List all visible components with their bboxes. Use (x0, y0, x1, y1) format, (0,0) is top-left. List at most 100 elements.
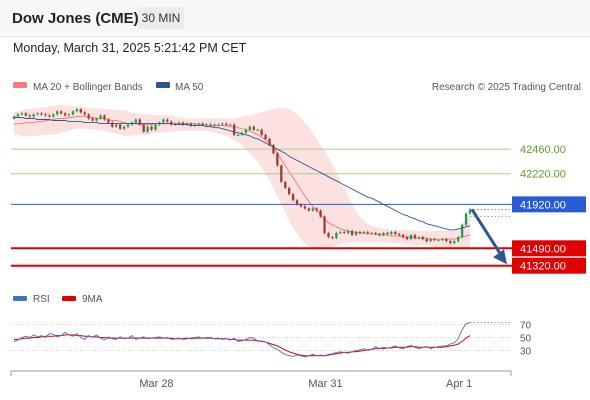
candle-body (154, 124, 157, 130)
candle-body (248, 126, 252, 130)
candle-body (315, 208, 318, 211)
candle-body (193, 124, 196, 126)
candle-body (378, 234, 381, 236)
candle-body (75, 109, 79, 112)
candle-body (209, 124, 212, 126)
candle-body (20, 113, 24, 115)
credit-text: Research © 2025 Trading Central (432, 82, 581, 93)
candle-body (217, 124, 220, 126)
candle-body (464, 213, 468, 225)
candle-body (40, 113, 43, 115)
candle-body (95, 118, 98, 121)
level-tag-41320.00 (512, 257, 586, 274)
candle-body (134, 119, 138, 123)
candle-body (201, 123, 204, 125)
x-axis: Mar 28 Mar 31 Apr 1 (10, 371, 512, 390)
candle-body (343, 231, 346, 233)
candle-body (56, 111, 59, 115)
ma50-line (14, 117, 471, 231)
candle-body (417, 237, 421, 239)
candle-body (166, 119, 169, 122)
candle-body (390, 231, 393, 234)
candle-body (36, 113, 39, 115)
candle-body (295, 200, 299, 205)
candle-body (48, 115, 51, 117)
candle-body (197, 123, 200, 125)
candle-body (162, 119, 165, 123)
candle-body (288, 188, 291, 195)
level-label-41490.00: 41490.00 (520, 243, 566, 255)
candle-body (362, 231, 366, 233)
candle-body (453, 241, 456, 244)
ma20-line (13, 115, 471, 240)
level-label-42220.00: 42220.00 (520, 169, 566, 181)
candle-body (339, 231, 342, 233)
candle-body (421, 237, 424, 240)
candle-body (319, 210, 322, 217)
candle-body (449, 241, 452, 244)
candle-body (122, 126, 126, 129)
candle-body (142, 124, 145, 132)
candle-body (236, 134, 240, 136)
candle-body (24, 113, 27, 116)
candle-body (284, 181, 287, 188)
candle-body (323, 216, 326, 233)
candle-body (91, 118, 94, 121)
candle-body (280, 165, 283, 182)
candle-body (181, 122, 185, 125)
candle-body (386, 232, 389, 234)
ma9-legend-label: 9MA (82, 294, 103, 305)
timeframe-badge[interactable]: 30 MIN (138, 7, 184, 29)
bb-legend-swatch (13, 82, 27, 88)
candle-body (394, 231, 397, 234)
candle-body (111, 122, 114, 127)
ma50-legend-swatch (156, 82, 170, 88)
candle-body (331, 237, 334, 239)
candle-body (138, 119, 141, 125)
candle-body (189, 123, 193, 126)
candle-body (232, 124, 236, 135)
candle-body (185, 123, 189, 125)
candle-body (63, 113, 67, 116)
price-plot: 42460.00 42220.00 41920.00 41490.00 41320.00 (11, 105, 586, 274)
x-tick-label: Mar 31 (308, 378, 342, 390)
forecast-arrow-head (493, 249, 507, 265)
candle-body (358, 231, 362, 233)
candle-body (445, 239, 448, 242)
candle-body (291, 194, 295, 201)
candle-body (229, 124, 232, 126)
rsi-level-label-30: 30 (520, 347, 532, 358)
candle-body (256, 129, 259, 131)
candle-body (460, 224, 464, 238)
candle-body (87, 114, 90, 119)
candle-body (409, 235, 413, 240)
candle-body (370, 232, 373, 234)
candle-body (433, 239, 436, 241)
level-tag-41490.00 (512, 240, 586, 257)
candle-body (327, 232, 330, 238)
candle-body (437, 240, 440, 242)
candle-body (44, 114, 47, 116)
candle-body (205, 124, 208, 126)
candle-body (335, 232, 338, 239)
candle-body (67, 114, 71, 116)
candle-body (16, 114, 20, 117)
candle-body (177, 122, 181, 124)
candle-body (118, 124, 122, 129)
candle-body (264, 134, 267, 139)
candle-body (225, 123, 228, 125)
candle-body (299, 204, 303, 207)
rsi-legend-label: RSI (33, 294, 50, 305)
forecast-arrow-shaft (470, 208, 502, 255)
candle-body (146, 126, 149, 132)
candle-body (260, 129, 263, 135)
level-label-42460.00: 42460.00 (520, 144, 566, 156)
rsi-level-label-50: 50 (520, 334, 532, 345)
level-tag-41920.00 (512, 196, 586, 213)
candle-body (398, 234, 401, 236)
candle-body (126, 124, 130, 127)
candle-body (425, 239, 428, 242)
rsi-level-label-70: 70 (520, 321, 532, 332)
candle-body (413, 235, 417, 239)
